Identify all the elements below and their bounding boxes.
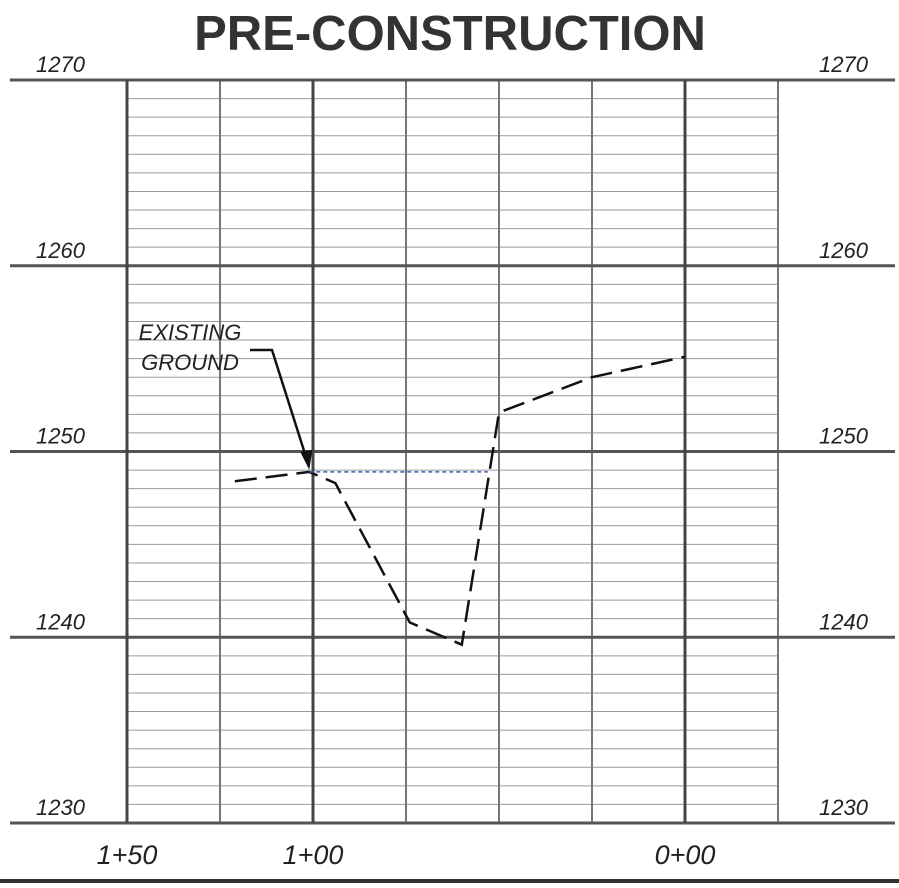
- y-tick-label: 1240: [36, 609, 86, 634]
- chart-title: PRE-CONSTRUCTION: [194, 7, 706, 61]
- y-tick-label: 1270: [36, 52, 86, 77]
- x-tick-label: 0+00: [655, 840, 716, 870]
- profile-line: [234, 355, 686, 647]
- y-tick-label-right: 1230: [819, 795, 869, 820]
- x-tick-label: 1+50: [97, 840, 158, 870]
- y-tick-label: 1230: [36, 795, 86, 820]
- x-tick-label: 1+00: [283, 840, 344, 870]
- arrow-head: [300, 449, 313, 470]
- annotation: GROUND: [141, 350, 239, 375]
- y-tick-label-right: 1270: [819, 52, 869, 77]
- y-tick-label-right: 1260: [819, 238, 869, 263]
- annotation-arrow: [250, 348, 308, 459]
- y-tick-label: 1250: [36, 424, 86, 449]
- y-tick-label-right: 1240: [819, 609, 869, 634]
- y-tick-label-right: 1250: [819, 424, 869, 449]
- y-tick-label: 1260: [36, 238, 86, 263]
- annotation: EXISTING: [139, 320, 242, 345]
